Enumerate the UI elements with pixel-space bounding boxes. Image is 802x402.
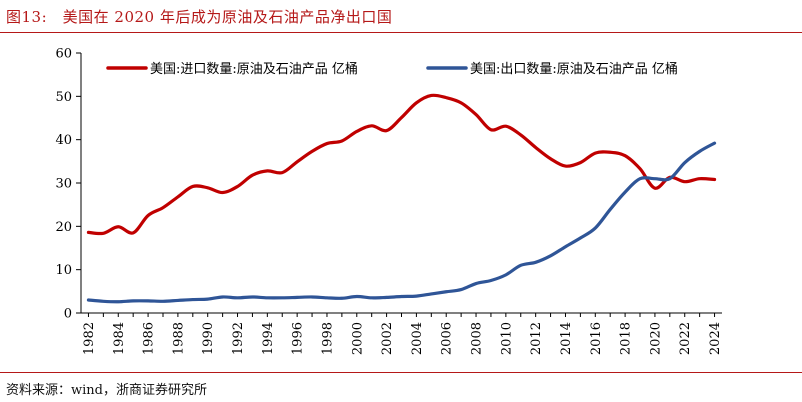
x-tick-label: 2004 (410, 322, 425, 355)
y-tick-label: 20 (55, 220, 72, 235)
y-tick-label: 0 (64, 307, 72, 322)
x-tick-label: 2016 (589, 322, 604, 355)
chart-title-bar: 图13: 美国在 2020 年后成为原油及石油产品净出口国 (0, 0, 802, 34)
x-tick-label: 2008 (470, 322, 485, 355)
x-tick-label: 2006 (440, 322, 455, 355)
y-tick-label: 30 (55, 177, 72, 192)
chart-title: 图13: 美国在 2020 年后成为原油及石油产品净出口国 (6, 8, 393, 26)
y-tick-label: 60 (55, 47, 72, 62)
line-chart: 0 10 20 30 40 50 60 1982 1984 1986 1988 1990 1992 199… (55, 47, 723, 356)
x-tick-label: 2012 (529, 322, 544, 355)
legend-label: 美国:进口数量:原油及石油产品 亿桶 (150, 62, 358, 77)
series-line-imports (86, 93, 717, 236)
x-tick-label: 2002 (380, 322, 395, 355)
x-tick-label: 1996 (291, 322, 306, 355)
x-tick-label: 2018 (619, 322, 634, 355)
x-tick-label: 1984 (112, 322, 127, 355)
x-tick-label: 1990 (201, 322, 216, 355)
x-tick-label: 2024 (708, 322, 723, 355)
legend-label: 美国:出口数量:原油及石油产品 亿桶 (470, 62, 678, 77)
title-divider (0, 32, 802, 33)
x-tick-label: 1986 (142, 322, 157, 355)
x-tick-label: 2014 (559, 322, 574, 355)
source-divider (0, 372, 802, 373)
x-tick-label: 1998 (320, 322, 335, 355)
x-tick-label: 1992 (231, 322, 246, 355)
x-tick-label: 2020 (648, 322, 663, 355)
y-tick-label: 50 (55, 90, 72, 105)
x-tick-label: 1994 (261, 322, 276, 355)
y-tick-label: 10 (55, 263, 72, 278)
y-tick-label: 40 (55, 133, 72, 148)
x-tick-label: 1988 (171, 322, 186, 355)
series-line-exports (86, 141, 717, 304)
x-tick-label: 2000 (350, 322, 365, 355)
x-tick-label: 2022 (678, 322, 693, 355)
source-note: 资料来源：wind，浙商证券研究所 (6, 383, 207, 398)
x-tick-label: 2010 (499, 322, 514, 355)
x-tick-label: 1982 (82, 322, 97, 355)
